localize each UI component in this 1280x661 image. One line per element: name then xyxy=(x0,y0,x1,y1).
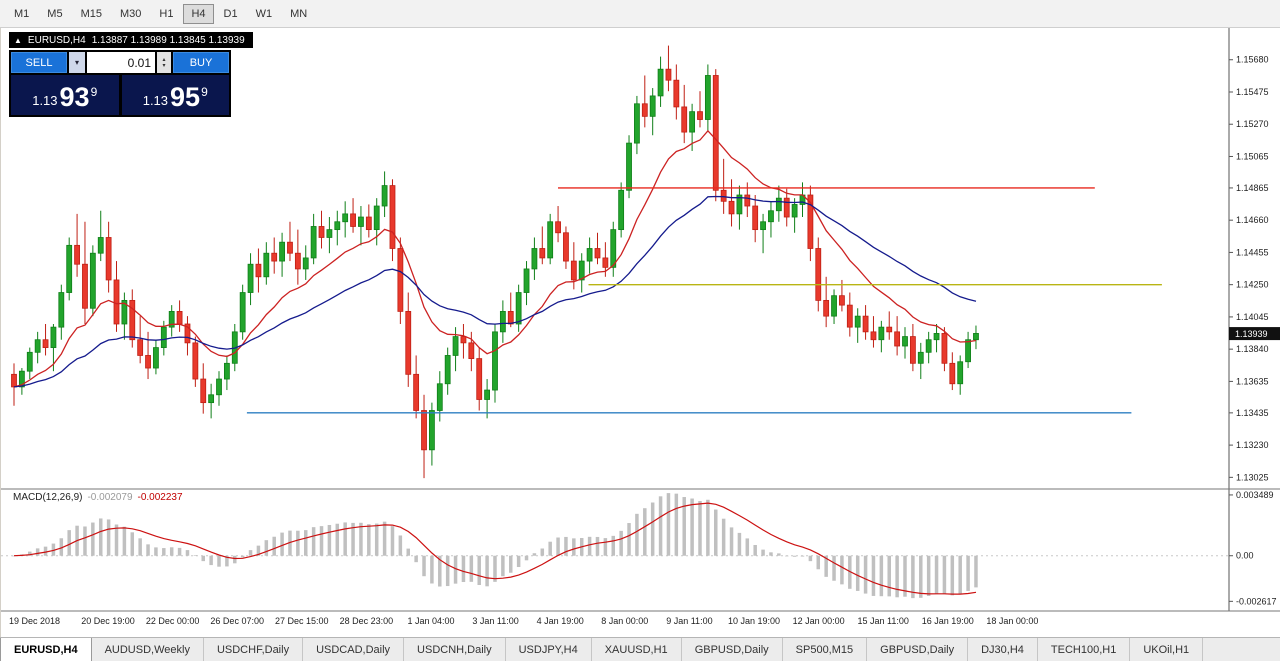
price-chart[interactable]: 1.15680 1.15475 1.15270 1.15065 1.14865 1.146… xyxy=(1,28,1280,637)
macd-signal-value: -0.002237 xyxy=(137,492,183,503)
chart-tab[interactable]: GBPUSD,Daily xyxy=(682,638,783,661)
bid-price-sup: 9 xyxy=(90,85,98,99)
macd-name: MACD(12,26,9) xyxy=(13,492,83,503)
svg-text:0.003489: 0.003489 xyxy=(1236,490,1274,500)
svg-text:26 Dec 07:00: 26 Dec 07:00 xyxy=(210,616,264,626)
svg-text:18 Jan 00:00: 18 Jan 00:00 xyxy=(986,616,1038,626)
volume-input[interactable]: 0.01 xyxy=(87,52,155,73)
svg-text:1.13435: 1.13435 xyxy=(1236,408,1269,418)
timeframe-button-m15[interactable]: M15 xyxy=(73,4,110,24)
svg-text:-0.002617: -0.002617 xyxy=(1236,596,1277,606)
chart-tab[interactable]: SP500,M15 xyxy=(783,638,868,661)
svg-text:1.14455: 1.14455 xyxy=(1236,247,1269,257)
volume-stepper[interactable]: ▴ ▾ xyxy=(157,52,171,73)
svg-text:16 Jan 19:00: 16 Jan 19:00 xyxy=(922,616,974,626)
volume-dropdown-button[interactable]: ▾ xyxy=(69,52,85,73)
chart-tab[interactable]: DJ30,H4 xyxy=(968,638,1038,661)
svg-text:28 Dec 23:00: 28 Dec 23:00 xyxy=(340,616,394,626)
spin-up-icon: ▴ xyxy=(162,56,166,63)
chart-tab[interactable]: USDCNH,Daily xyxy=(404,638,506,661)
svg-text:1.14045: 1.14045 xyxy=(1236,312,1269,322)
chart-symbol-timeframe: EURUSD,H4 xyxy=(27,34,86,46)
svg-text:1.13840: 1.13840 xyxy=(1236,344,1269,354)
svg-text:1.13939: 1.13939 xyxy=(1235,329,1268,339)
bid-price-prefix: 1.13 xyxy=(32,93,58,108)
svg-text:1.15270: 1.15270 xyxy=(1236,119,1269,129)
svg-text:1.13635: 1.13635 xyxy=(1236,376,1269,386)
svg-text:1.13230: 1.13230 xyxy=(1236,440,1269,450)
svg-text:12 Jan 00:00: 12 Jan 00:00 xyxy=(793,616,845,626)
svg-text:9 Jan 11:00: 9 Jan 11:00 xyxy=(666,616,712,626)
macd-main-value: -0.002079 xyxy=(87,492,133,503)
svg-text:1.13025: 1.13025 xyxy=(1236,472,1269,482)
timeframe-button-m30[interactable]: M30 xyxy=(112,4,149,24)
svg-text:8 Jan 00:00: 8 Jan 00:00 xyxy=(601,616,648,626)
macd-indicator-label: MACD(12,26,9) -0.002079 -0.002237 xyxy=(13,492,183,503)
timeframe-button-w1[interactable]: W1 xyxy=(248,4,281,24)
chart-tab[interactable]: EURUSD,H4 xyxy=(0,638,92,661)
chevron-down-icon: ▾ xyxy=(74,58,79,67)
one-click-trading-panel: SELL ▾ 0.01 ▴ ▾ BUY 1.13 93 9 1.13 95 9 xyxy=(9,50,231,117)
buy-button[interactable]: BUY xyxy=(173,52,229,73)
timeframe-button-m5[interactable]: M5 xyxy=(39,4,70,24)
ask-price-sup: 9 xyxy=(201,85,208,99)
chart-title: ▲ EURUSD,H4 1.13887 1.13989 1.13845 1.13… xyxy=(9,32,253,48)
bid-price-main: 93 xyxy=(59,82,90,112)
svg-text:1.15475: 1.15475 xyxy=(1236,87,1269,97)
ask-price-main: 95 xyxy=(170,82,201,112)
chart-tab[interactable]: XAUUSD,H1 xyxy=(592,638,682,661)
chart-tab[interactable]: TECH100,H1 xyxy=(1038,638,1131,661)
ask-price-prefix: 1.13 xyxy=(142,93,169,108)
svg-text:1.14865: 1.14865 xyxy=(1236,183,1269,193)
chart-tab[interactable]: USDJPY,H4 xyxy=(506,638,592,661)
svg-text:1.15680: 1.15680 xyxy=(1236,55,1269,65)
chart-tab[interactable]: USDCHF,Daily xyxy=(204,638,304,661)
timeframe-button-m1[interactable]: M1 xyxy=(6,4,37,24)
svg-text:27 Dec 15:00: 27 Dec 15:00 xyxy=(275,616,329,626)
sell-button[interactable]: SELL xyxy=(11,52,67,73)
timeframe-button-mn[interactable]: MN xyxy=(282,4,315,24)
chart-tab[interactable]: USDCAD,Daily xyxy=(303,638,405,661)
chart-tab[interactable]: UKOil,H1 xyxy=(1130,638,1204,661)
chart-tab[interactable]: GBPUSD,Daily xyxy=(867,638,969,661)
svg-text:1.14250: 1.14250 xyxy=(1236,280,1269,290)
svg-text:10 Jan 19:00: 10 Jan 19:00 xyxy=(728,616,780,626)
timeframe-button-h4[interactable]: H4 xyxy=(183,3,214,24)
svg-text:1 Jan 04:00: 1 Jan 04:00 xyxy=(407,616,454,626)
bid-price-display: 1.13 93 9 xyxy=(11,75,119,115)
svg-text:15 Jan 11:00: 15 Jan 11:00 xyxy=(858,616,909,626)
spin-down-icon: ▾ xyxy=(162,62,166,69)
chart-tabs-bar: EURUSD,H4 AUDUSD,Weekly USDCHF,Daily USDCAD… xyxy=(0,637,1280,661)
svg-text:19 Dec 2018: 19 Dec 2018 xyxy=(9,616,60,626)
chart-window-icon: ▲ xyxy=(14,35,22,45)
svg-text:0.00: 0.00 xyxy=(1236,551,1254,561)
chart-ohlc-values: 1.13887 1.13989 1.13845 1.13939 xyxy=(91,34,245,46)
svg-text:20 Dec 19:00: 20 Dec 19:00 xyxy=(81,616,135,626)
svg-text:3 Jan 11:00: 3 Jan 11:00 xyxy=(472,616,518,626)
svg-text:1.14660: 1.14660 xyxy=(1236,215,1269,225)
chart-area: 1.15680 1.15475 1.15270 1.15065 1.14865 1.146… xyxy=(0,28,1280,637)
ask-price-display: 1.13 95 9 xyxy=(121,75,229,115)
svg-text:4 Jan 19:00: 4 Jan 19:00 xyxy=(537,616,584,626)
svg-text:22 Dec 00:00: 22 Dec 00:00 xyxy=(146,616,200,626)
chart-tab[interactable]: AUDUSD,Weekly xyxy=(92,638,204,661)
timeframe-button-h1[interactable]: H1 xyxy=(151,4,181,24)
svg-text:1.15065: 1.15065 xyxy=(1236,151,1269,161)
timeframe-toolbar: M1 M5 M15 M30 H1 H4 D1 W1 MN xyxy=(0,0,1280,28)
timeframe-button-d1[interactable]: D1 xyxy=(216,4,246,24)
